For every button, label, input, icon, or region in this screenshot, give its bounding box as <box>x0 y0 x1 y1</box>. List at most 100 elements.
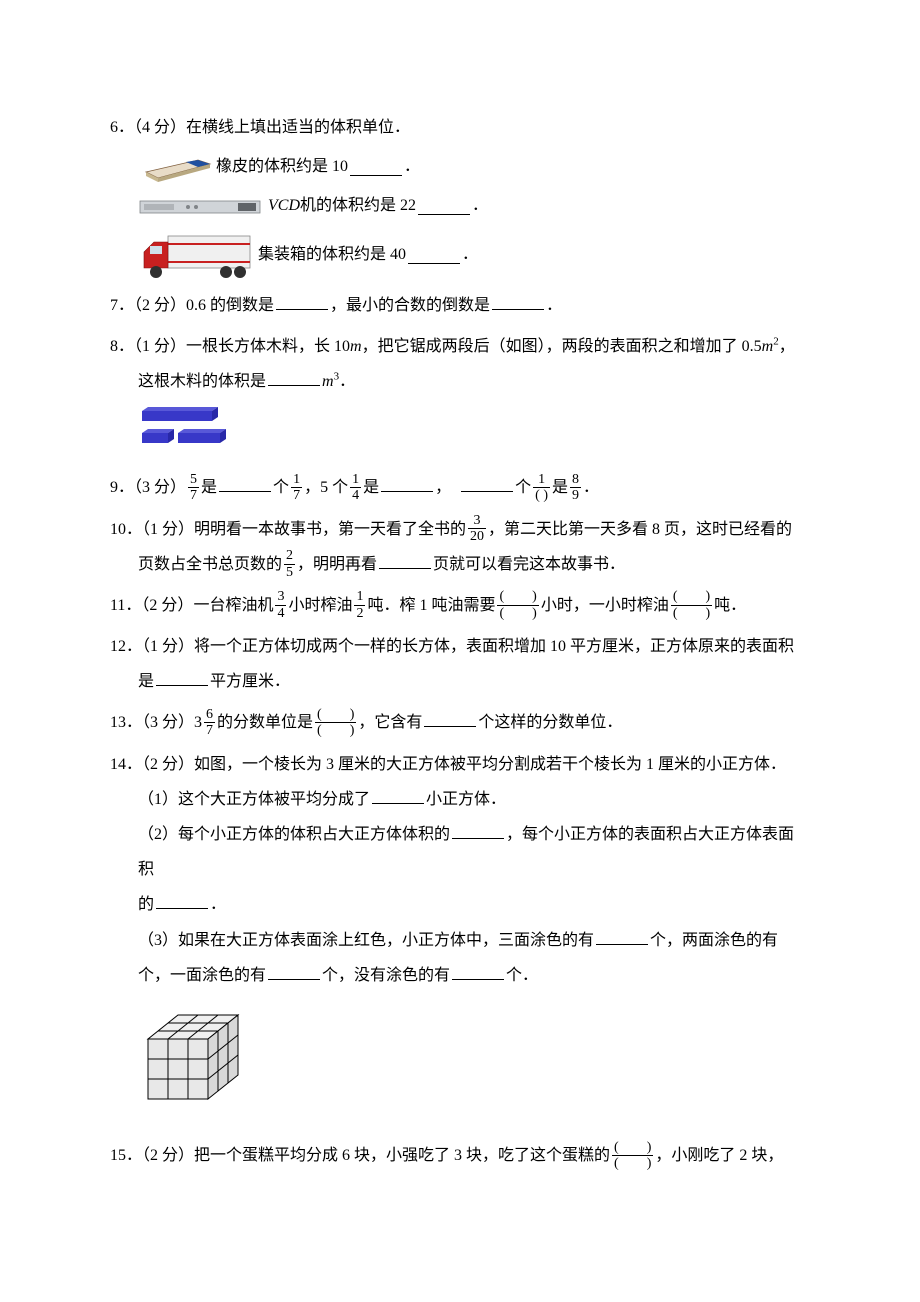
cube-icon <box>138 999 268 1119</box>
q8-t3: ， <box>779 338 795 355</box>
truck-icon <box>138 228 258 282</box>
q14-s3b: 个，两面涂色的有 <box>650 932 778 949</box>
frac-6-7: 67 <box>204 707 215 739</box>
blank[interactable] <box>596 927 648 945</box>
period: ． <box>462 237 478 272</box>
q15-t2: ，小刚吃了 2 块， <box>655 1147 783 1164</box>
q9-ge: 个 <box>273 479 289 496</box>
q13-t3: ，它含有 <box>358 714 422 731</box>
q11-t2: 小时榨油 <box>288 597 352 614</box>
q12-t3: 平方厘米． <box>210 673 290 690</box>
q6-line2: 机的体积约是 22 <box>300 188 416 223</box>
question-8: 8．（1 分）一根长方体木料，长 10m，把它锯成两段后（如图），两段的表面积之… <box>110 329 810 461</box>
comma2: ， <box>435 479 443 496</box>
blank[interactable] <box>156 891 208 909</box>
blank[interactable] <box>408 246 460 264</box>
frac-3-4: 34 <box>275 589 286 621</box>
frac-1-7: 17 <box>291 472 302 504</box>
q7-pts: （2 分） <box>134 297 186 314</box>
q12-t2: 是 <box>138 673 154 690</box>
q14-s2d: ． <box>210 896 226 913</box>
q11-t5: 吨． <box>714 597 746 614</box>
blank[interactable] <box>424 709 476 727</box>
q8-t4: 这根木料的体积是 <box>138 373 266 390</box>
question-9: 9．（3 分）57是个17，5 个14是， 个1( )是89． <box>110 470 810 505</box>
blank[interactable] <box>156 668 208 686</box>
q14-s3c: 个，一面涂色的有 <box>138 967 266 984</box>
q10-t3: 页数占全书总页数的 <box>138 556 282 573</box>
q9-is2: 是 <box>363 479 379 496</box>
blank[interactable] <box>372 786 424 804</box>
q10-t1: 明明看一本故事书，第一天看了全书的 <box>194 521 466 538</box>
frac-1-paren: 1( ) <box>533 472 550 504</box>
frac-paren-3[interactable]: ( )( ) <box>315 707 356 739</box>
q11-t3: 吨．榨 1 吨油需要 <box>367 597 495 614</box>
q6-stem: 6．（4 分）在横线上填出适当的体积单位． <box>110 110 810 145</box>
frac-paren-1[interactable]: ( )( ) <box>497 589 538 621</box>
q11-t1: 一台榨油机 <box>193 597 273 614</box>
blank[interactable] <box>452 962 504 980</box>
period: ． <box>583 479 599 496</box>
q6-row-eraser: 橡皮的体积约是 10． <box>110 149 810 184</box>
q13-pts: （3 分） <box>142 714 194 731</box>
blank[interactable] <box>276 292 328 310</box>
blank[interactable] <box>461 474 513 492</box>
q15-pts: （2 分） <box>142 1147 194 1164</box>
frac-1-2: 12 <box>354 589 365 621</box>
q10-t4: ，明明再看 <box>297 556 377 573</box>
q15-num: 15． <box>110 1147 142 1164</box>
q6-line3: 集装箱的体积约是 40 <box>258 237 406 272</box>
q8-t1: 一根长方体木料，长 10 <box>186 338 350 355</box>
frac-paren-4[interactable]: ( )( ) <box>612 1140 653 1172</box>
q14-s3e: 个． <box>506 967 538 984</box>
q10-pts: （1 分） <box>142 521 194 538</box>
blank[interactable] <box>379 551 431 569</box>
q9-is3: 是 <box>552 479 568 496</box>
q6-pts: （4 分） <box>134 119 186 136</box>
q12-pts: （1 分） <box>142 638 194 655</box>
question-10: 10．（1 分）明明看一本故事书，第一天看了全书的320，第二天比第一天多看 8… <box>110 512 810 582</box>
blank[interactable] <box>418 197 470 215</box>
blank[interactable] <box>268 368 320 386</box>
blank[interactable] <box>268 962 320 980</box>
q6-row-truck: 集装箱的体积约是 40 ． <box>110 228 810 282</box>
blank[interactable] <box>492 292 544 310</box>
q15-t1: 把一个蛋糕平均分成 6 块，小强吃了 3 块，吃了这个蛋糕的 <box>194 1147 610 1164</box>
q10-num: 10． <box>110 521 142 538</box>
wood-icon <box>138 405 230 447</box>
q11-num: 11． <box>110 597 141 614</box>
blank[interactable] <box>381 474 433 492</box>
q8-m: m <box>350 338 362 355</box>
question-14: 14．（2 分）如图，一个棱长为 3 厘米的大正方体被平均分割成若干个棱长为 1… <box>110 747 810 1133</box>
q10-t5: 页就可以看完这本故事书． <box>433 556 625 573</box>
wood-figure <box>110 405 810 460</box>
blank[interactable] <box>219 474 271 492</box>
q6-row-vcd: VCD 机的体积约是 22 ． <box>110 188 810 223</box>
frac-1-4: 14 <box>350 472 361 504</box>
period: ． <box>472 188 488 223</box>
q14-s2a: （2）每个小正方体的体积占大正方体体积的 <box>138 826 450 843</box>
q6-vcd-label: VCD <box>268 188 300 223</box>
cube-figure <box>110 999 810 1132</box>
frac-2-5: 25 <box>284 548 295 580</box>
q11-pts: （2 分） <box>141 597 193 614</box>
q10-t2: ，第二天比第一天多看 8 页，这时已经看的 <box>488 521 792 538</box>
q14-s2c: 的 <box>138 896 154 913</box>
q7-num: 7． <box>110 297 134 314</box>
frac-paren-2[interactable]: ( )( ) <box>671 589 712 621</box>
question-12: 12．（1 分）将一个正方体切成两个一样的长方体，表面积增加 10 平方厘米，正… <box>110 629 810 699</box>
period: ． <box>339 373 355 390</box>
eraser-icon <box>138 152 216 182</box>
blank[interactable] <box>452 821 504 839</box>
q14-pts: （2 分） <box>142 756 194 773</box>
q8-pts: （1 分） <box>134 338 186 355</box>
question-15: 15．（2 分）把一个蛋糕平均分成 6 块，小强吃了 3 块，吃了这个蛋糕的( … <box>110 1138 810 1173</box>
blank[interactable] <box>350 158 402 176</box>
q14-num: 14． <box>110 756 142 773</box>
q12-num: 12． <box>110 638 142 655</box>
q8-m2: m <box>762 338 774 355</box>
period: ． <box>546 297 562 314</box>
q7-t1: 0.6 的倒数是 <box>186 297 274 314</box>
q6-num: 6． <box>110 119 134 136</box>
q9-ge2: 个 <box>515 479 531 496</box>
